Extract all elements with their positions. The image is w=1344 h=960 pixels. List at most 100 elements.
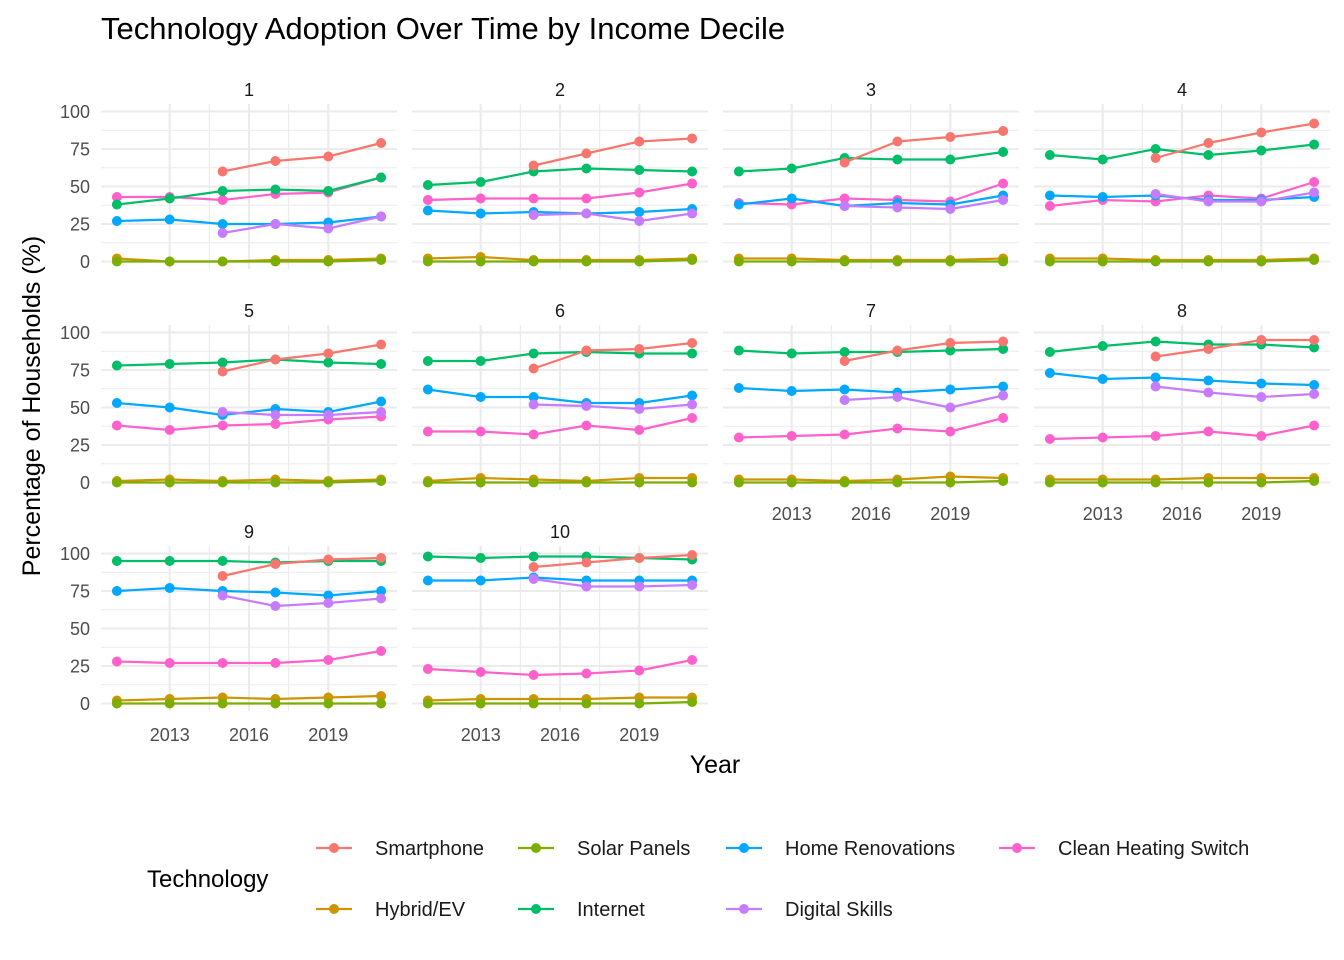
data-point-internet: [217, 186, 228, 196]
data-point-digital-skills: [1203, 387, 1214, 398]
data-point-smartphone: [1203, 138, 1214, 148]
data-point-solar-panels: [475, 698, 486, 709]
series-line-hybrid-ev: [1049, 257, 1315, 262]
data-point-home-renovations: [998, 381, 1009, 392]
data-point-smartphone: [270, 559, 281, 569]
data-point-smartphone: [687, 550, 698, 560]
data-point-home-renovations: [111, 586, 122, 596]
data-point-smartphone: [1150, 153, 1161, 163]
data-point-solar-panels: [323, 256, 334, 267]
data-point-solar-panels: [892, 256, 903, 267]
series-line-hybrid-ev: [738, 475, 1004, 483]
data-point-internet: [634, 165, 645, 175]
data-point-internet: [270, 184, 281, 195]
data-point-clean-heating-switch: [270, 658, 281, 668]
data-point-smartphone: [945, 338, 956, 348]
data-point-clean-heating-switch: [581, 420, 592, 431]
data-point-digital-skills: [998, 195, 1009, 205]
data-point-digital-skills: [945, 402, 956, 413]
series-line-smartphone: [533, 341, 693, 370]
data-point-solar-panels: [422, 256, 433, 267]
series-line-hybrid-ev: [1049, 476, 1315, 481]
data-point-internet: [1097, 341, 1108, 351]
series-line-home-renovations: [427, 207, 693, 215]
data-point-clean-heating-switch: [998, 178, 1009, 189]
series-line-digital-skills: [1155, 385, 1315, 399]
data-point-solar-panels: [1150, 256, 1161, 267]
data-point-digital-skills: [323, 223, 334, 234]
series-line-smartphone: [533, 553, 693, 569]
x-tick-label: 2016: [851, 504, 891, 524]
facet-panel-4: 4: [1034, 80, 1330, 269]
data-point-clean-heating-switch: [687, 178, 698, 189]
series-line-hybrid-ev: [427, 476, 693, 483]
data-point-clean-heating-switch: [733, 432, 744, 443]
data-point-digital-skills: [217, 590, 228, 601]
data-point-solar-panels: [270, 256, 281, 267]
facet-panel-1: 1 0 25 50 75 100: [60, 80, 397, 272]
data-point-digital-skills: [839, 395, 850, 405]
facet-panel-8: 8 2013 2016 2019: [1034, 301, 1330, 524]
data-point-digital-skills: [376, 407, 387, 417]
series-line-smartphone: [844, 340, 1004, 363]
series-line-smartphone: [844, 129, 1004, 164]
facet-panel-6: 6: [412, 301, 708, 490]
data-point-digital-skills: [1256, 196, 1267, 207]
series-line-internet: [1049, 340, 1315, 354]
data-point-clean-heating-switch: [111, 192, 122, 202]
data-point-clean-heating-switch: [323, 655, 334, 665]
data-point-solar-panels: [217, 698, 228, 709]
series-line-internet: [427, 350, 693, 363]
facet-panel-2: 2: [412, 80, 708, 269]
data-point-clean-heating-switch: [1309, 420, 1320, 431]
data-point-digital-skills: [528, 210, 539, 220]
data-point-home-renovations: [164, 583, 175, 593]
series-line-home-renovations: [427, 576, 693, 582]
data-point-internet: [1044, 150, 1055, 160]
series-line-home-renovations: [1049, 371, 1315, 387]
x-tick-label: 2013: [461, 725, 501, 745]
series-line-home-renovations: [116, 215, 382, 226]
data-point-internet: [1097, 154, 1108, 165]
data-point-solar-panels: [164, 477, 175, 488]
data-point-home-renovations: [945, 384, 956, 395]
series-line-smartphone: [222, 343, 382, 373]
data-point-internet: [687, 166, 698, 177]
data-point-internet: [422, 551, 433, 562]
data-point-clean-heating-switch: [422, 426, 433, 437]
data-point-clean-heating-switch: [164, 658, 175, 668]
data-point-solar-panels: [475, 477, 486, 488]
legend-item-solar-panels: Solar Panels: [518, 838, 690, 860]
data-point-solar-panels: [1097, 477, 1108, 488]
data-point-internet: [1150, 144, 1161, 154]
data-point-digital-skills: [581, 581, 592, 592]
data-point-solar-panels: [475, 256, 486, 267]
data-point-solar-panels: [111, 256, 122, 267]
data-point-home-renovations: [376, 396, 387, 407]
data-point-smartphone: [634, 344, 645, 354]
data-point-digital-skills: [687, 580, 698, 590]
data-point-digital-skills: [687, 208, 698, 219]
data-point-smartphone: [376, 339, 387, 350]
data-point-home-renovations: [422, 384, 433, 395]
data-point-internet: [323, 186, 334, 196]
data-point-home-renovations: [376, 586, 387, 596]
series-line-internet: [738, 150, 1004, 173]
legend-item-home-renovations: Home Renovations: [726, 838, 955, 860]
data-point-clean-heating-switch: [475, 193, 486, 204]
data-point-solar-panels: [528, 256, 539, 267]
series-line-home-renovations: [738, 194, 1004, 208]
series-line-digital-skills: [1155, 191, 1315, 203]
data-point-smartphone: [634, 553, 645, 563]
facet-strip-label: 9: [244, 522, 254, 542]
facet-strip-label: 8: [1177, 301, 1187, 321]
data-point-hybrid-ev: [376, 691, 387, 701]
data-point-home-renovations: [475, 575, 486, 586]
series-line-digital-skills: [844, 394, 1004, 409]
data-point-clean-heating-switch: [475, 426, 486, 437]
y-tick-label: 25: [70, 436, 90, 456]
data-point-digital-skills: [270, 219, 281, 229]
x-axis-title: Year: [690, 751, 741, 779]
y-tick-label: 50: [70, 398, 90, 418]
data-point-home-renovations: [733, 383, 744, 393]
